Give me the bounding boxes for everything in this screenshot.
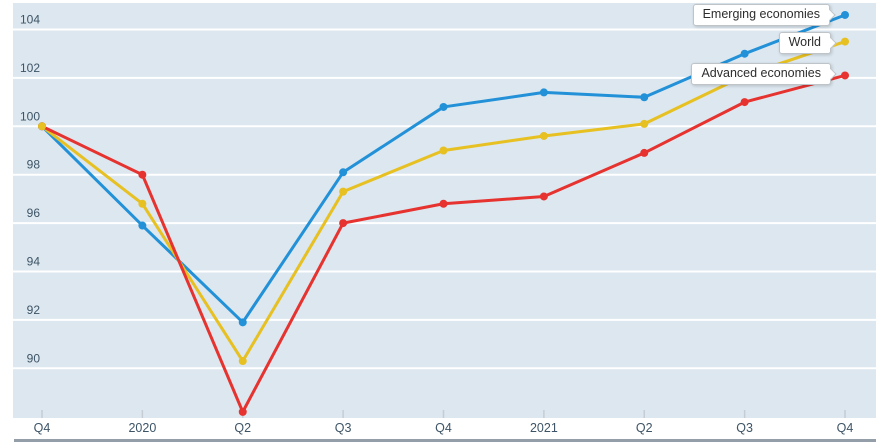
data-point-world-2[interactable]: [238, 357, 247, 366]
y-axis-label-104: 104: [20, 13, 40, 27]
horizontal-scrollbar[interactable]: [14, 439, 876, 442]
data-point-world-8[interactable]: [841, 37, 849, 46]
data-point-world-4[interactable]: [439, 146, 448, 155]
x-axis-label-q4-4: Q4: [435, 421, 452, 435]
x-axis-label-2020-1: 2020: [128, 421, 156, 435]
data-point-advanced-economies-6[interactable]: [640, 148, 649, 157]
data-point-emerging-economies-1[interactable]: [138, 221, 147, 230]
data-point-advanced-economies-5[interactable]: [539, 192, 548, 201]
data-point-world-1[interactable]: [138, 199, 147, 208]
data-point-emerging-economies-2[interactable]: [238, 318, 247, 327]
data-point-advanced-economies-4[interactable]: [439, 199, 448, 208]
data-point-emerging-economies-4[interactable]: [439, 102, 448, 111]
y-axis-label-100: 100: [20, 109, 40, 123]
data-point-world-0[interactable]: [38, 122, 46, 131]
x-axis-label-q2-2: Q2: [234, 421, 251, 435]
y-axis-label-98: 98: [27, 158, 41, 172]
y-axis-label-94: 94: [27, 255, 41, 269]
data-point-advanced-economies-8[interactable]: [841, 71, 849, 80]
x-axis-label-2021-5: 2021: [530, 421, 558, 435]
data-point-emerging-economies-5[interactable]: [539, 88, 548, 97]
series-label-world[interactable]: World: [778, 32, 831, 54]
series-label-advanced-economies[interactable]: Advanced economies: [691, 63, 831, 85]
data-point-world-5[interactable]: [539, 131, 548, 140]
x-axis-label-q2-6: Q2: [636, 421, 653, 435]
y-axis-label-102: 102: [20, 61, 40, 75]
data-point-emerging-economies-7[interactable]: [740, 49, 749, 58]
data-point-emerging-economies-8[interactable]: [841, 10, 849, 19]
data-point-advanced-economies-3[interactable]: [339, 219, 348, 228]
series-label-emerging-economies[interactable]: Emerging economies: [692, 4, 830, 26]
y-axis-label-92: 92: [27, 303, 41, 317]
data-point-emerging-economies-6[interactable]: [640, 93, 649, 102]
y-axis-label-90: 90: [27, 351, 41, 365]
data-point-advanced-economies-2[interactable]: [238, 407, 247, 416]
data-point-emerging-economies-3[interactable]: [339, 168, 348, 177]
x-axis-label-q3-3: Q3: [335, 421, 352, 435]
x-axis-label-q4-0: Q4: [34, 421, 51, 435]
data-point-world-3[interactable]: [339, 187, 348, 196]
x-axis-label-q4-8: Q4: [837, 421, 854, 435]
data-point-advanced-economies-7[interactable]: [740, 98, 749, 107]
data-point-advanced-economies-1[interactable]: [138, 170, 147, 179]
data-point-world-6[interactable]: [640, 119, 649, 128]
x-axis-label-q3-7: Q3: [736, 421, 753, 435]
y-axis-label-96: 96: [27, 206, 41, 220]
